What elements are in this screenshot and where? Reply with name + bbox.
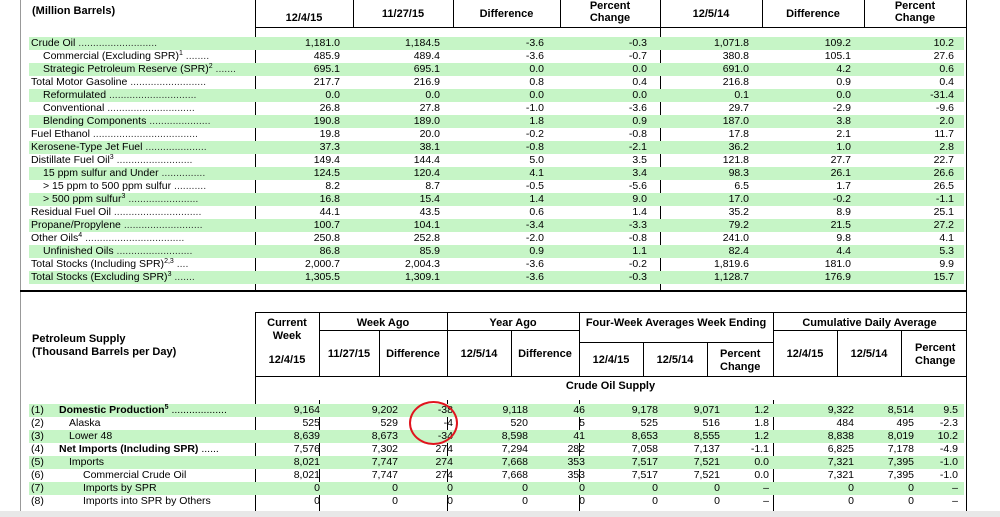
table-row: Blending Components ....................… (29, 115, 964, 128)
table-row: Total Stocks (Excluding SPR)3 ....... 1,3… (29, 271, 964, 284)
header-rule (579, 342, 773, 343)
top-col-header: Percent Change (589, 0, 631, 24)
column-rule (453, 0, 454, 28)
group-header-year-ago: Year Ago (489, 317, 537, 329)
table-row: (6) Commercial Crude Oil 8,021 7,747 274 7,66… (31, 469, 958, 481)
group-header-cumulative: Cumulative Daily Average (802, 317, 937, 329)
column-rule (379, 330, 380, 376)
sub-header: Difference (386, 348, 440, 360)
column-rule (319, 312, 320, 376)
column-rule (762, 0, 763, 28)
sub-header: 12/4/15 (268, 354, 306, 366)
group-header-current-week: Current Week (267, 317, 307, 342)
group-header-week-ago: Week Ago (356, 317, 410, 329)
table-row: (3) Lower 48 8,639 8,673 -34 8,598 41 8,653 8,55… (29, 430, 964, 443)
column-rule (966, 0, 967, 290)
table-row: Other Oils4 ............................… (31, 232, 954, 244)
sub-header: 12/5/14 (460, 348, 498, 360)
table-row: (2) Alaska 525 529 -4 520 5 525 516 1.8 484 495 -2.3 (31, 417, 958, 429)
top-col-header: 11/27/15 (381, 8, 425, 20)
section-separator (20, 290, 966, 292)
sub-header: 12/4/15 (786, 348, 824, 360)
top-table-title: (Million Barrels) (32, 5, 116, 17)
annotation-circle (409, 401, 458, 445)
table-row: Propane/Propylene ......................… (29, 219, 964, 232)
table-row: (7) Imports by SPR 0 0 0 0 0 0 0–0 0– (29, 482, 964, 495)
top-col-header: Percent Change (894, 0, 936, 24)
table-row: (8) Imports into SPR by Others 0 0 0 0 0 0 0–0 0– (31, 495, 958, 507)
left-border (20, 0, 21, 517)
top-col-header: Difference (786, 8, 840, 20)
sub-header: 12/4/15 (592, 354, 630, 366)
header-rule (255, 27, 966, 28)
header-rule (773, 330, 966, 331)
table-row: > 500 ppm sulfur3 ......................… (29, 193, 964, 206)
table-row: Fuel Ethanol ...........................… (31, 128, 954, 140)
table-row: Total Motor Gasoline ...................… (31, 76, 954, 88)
column-rule (707, 342, 708, 376)
column-rule (864, 0, 865, 28)
table-row: Conventional ...........................… (43, 102, 954, 114)
sub-header: Percent Change (720, 348, 761, 373)
report-page: (Million Barrels) 12/4/15 11/27/15 Diffe… (20, 0, 972, 517)
table-row: Total Stocks (Including SPR)2,3 .... 2,00… (31, 258, 954, 270)
table-row: Residual Fuel Oil ......................… (31, 206, 954, 218)
sub-header: Percent Change (915, 342, 956, 367)
header-rule (319, 330, 579, 331)
header-rule (255, 376, 966, 377)
header-rule (255, 312, 966, 313)
table-row: Kerosene-Type Jet Fuel .................… (29, 141, 964, 154)
table-row: Distillate Fuel Oil3 ...................… (31, 154, 954, 166)
column-rule (643, 342, 644, 376)
table-row: 15 ppm sulfur and Under ............... 1… (29, 167, 964, 180)
column-rule (579, 312, 580, 376)
top-col-header: 12/5/14 (692, 8, 730, 20)
column-rule (773, 312, 774, 376)
sub-header: Difference (518, 348, 572, 360)
group-header-four-week: Four-Week Averages Week Ending (585, 317, 767, 329)
supply-table-title: Petroleum Supply (Thousand Barrels per Da… (32, 333, 177, 358)
table-row: (5) Imports 8,021 7,747 274 7,668 353 7,517 7,52… (29, 456, 964, 469)
top-col-header: 12/4/15 (285, 12, 323, 24)
table-row: > 15 ppm to 500 ppm sulfur ........... 8.… (43, 180, 954, 192)
sub-header: 12/5/14 (850, 348, 888, 360)
table-row: Reformulated ...........................… (29, 89, 964, 102)
column-rule (511, 330, 512, 376)
column-rule (560, 0, 561, 28)
top-col-header: Difference (479, 8, 534, 20)
table-row: Unfinished Oils ........................… (29, 245, 964, 258)
column-rule (901, 330, 902, 376)
table-row: Strategic Petroleum Reserve (SPR)2 .....… (29, 63, 964, 76)
window-bottom-edge (0, 511, 1000, 517)
column-rule (966, 312, 967, 512)
column-rule (837, 330, 838, 376)
column-rule (447, 312, 448, 376)
supply-table: (1) Domestic Production5 ................… (29, 404, 964, 508)
table-row: (4) Net Imports (Including SPR) ...... 7,5… (31, 443, 958, 455)
table-row: Crude Oil ........................... 1,1… (29, 37, 964, 50)
sub-header: 12/5/14 (656, 354, 694, 366)
stocks-table: Crude Oil ........................... 1,1… (29, 37, 964, 284)
table-row: Commercial (Excluding SPR)1 ........ 485.… (43, 50, 954, 62)
section-label-crude-oil-supply: Crude Oil Supply (565, 380, 656, 392)
column-rule (353, 0, 354, 28)
table-row: (1) Domestic Production5 ................… (29, 404, 964, 417)
sub-header: 11/27/15 (327, 348, 371, 360)
